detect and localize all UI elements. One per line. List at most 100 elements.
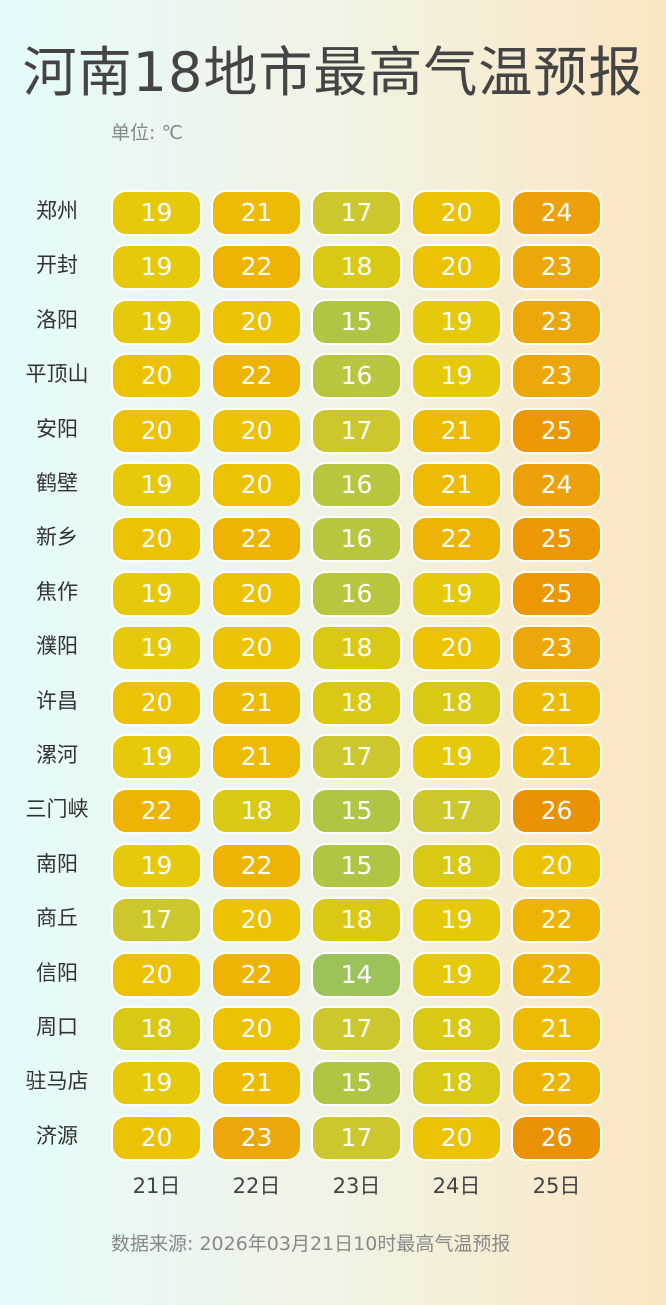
temperature-cell: 25 [511,516,602,563]
temperature-cell: 18 [311,244,402,291]
city-label: 南阳 [36,851,78,876]
temperature-cell: 21 [211,190,302,236]
temperature-cell: 20 [111,407,202,454]
temperature-cell: 17 [311,1006,402,1052]
temperature-cell: 20 [411,190,502,236]
temperature-cell: 24 [511,190,602,236]
city-label: 周口 [36,1015,78,1039]
temperature-cell: 20 [211,407,302,454]
city-label: 焦作 [36,579,78,604]
data-source-note: 数据来源: 2026年03月21日10时最高气温预报 [111,1233,511,1255]
temperature-cell: 21 [511,1006,602,1052]
temperature-cell: 20 [111,679,202,726]
city-label: 漯河 [36,743,78,767]
temperature-cell: 20 [211,1006,302,1052]
temperature-cell: 20 [111,516,202,563]
temperature-cell: 22 [211,951,302,998]
temperature-cell: 22 [111,788,202,835]
temperature-cell: 19 [111,625,202,672]
temperature-cell: 19 [111,1060,202,1107]
temperature-cell: 21 [211,1060,302,1107]
temperature-cell: 19 [111,190,202,236]
temperature-cell: 17 [311,1114,402,1161]
temperature-cell: 21 [411,462,502,508]
temperature-cell: 25 [511,570,602,617]
day-label: 25日 [532,1174,581,1198]
temperature-cell: 22 [411,516,502,563]
temperature-cell: 20 [411,1114,502,1161]
city-label: 濮阳 [36,634,78,659]
temperature-cell: 21 [511,679,602,726]
temperature-cell: 23 [511,244,602,291]
city-label: 济源 [36,1123,78,1148]
temperature-cell: 20 [111,353,202,400]
temperature-cell: 21 [511,734,602,780]
temperature-cell: 19 [411,951,502,998]
temperature-cell: 21 [211,679,302,726]
city-label: 三门峡 [25,797,89,822]
temperature-cell: 22 [511,897,602,944]
temperature-cell: 20 [211,897,302,944]
temperature-cell: 18 [311,679,402,726]
temperature-cell: 15 [311,1060,402,1107]
temperature-cell: 20 [411,244,502,291]
city-label: 驻马店 [25,1069,89,1094]
temperature-cell: 18 [311,625,402,672]
temperature-cell: 18 [411,842,502,889]
temperature-cell: 18 [311,897,402,944]
temperature-cell: 15 [311,298,402,345]
city-label: 鹤壁 [36,471,78,495]
temperature-cell: 19 [411,734,502,780]
temperature-cell: 26 [511,1114,602,1161]
temperature-cell: 18 [111,1006,202,1052]
temperature-cell: 18 [211,788,302,835]
temperature-cell: 19 [111,842,202,889]
temperature-cell: 26 [511,788,602,835]
temperature-cell: 22 [511,1060,602,1107]
temperature-cell: 19 [411,298,502,345]
temperature-cell: 15 [311,788,402,835]
temperature-cell: 18 [411,1060,502,1107]
day-label: 23日 [332,1174,381,1198]
day-label: 22日 [232,1174,281,1198]
temperature-cell: 21 [211,734,302,780]
temperature-cell: 20 [211,298,302,345]
temperature-cell: 19 [111,462,202,508]
day-label: 24日 [432,1174,481,1198]
city-label: 郑州 [36,199,78,223]
temperature-cell: 20 [211,462,302,508]
temperature-cell: 19 [411,353,502,400]
temperature-cell: 17 [311,407,402,454]
temperature-cell: 20 [111,1114,202,1161]
city-label: 平顶山 [25,362,89,387]
temperature-cell: 19 [411,570,502,617]
temperature-cell: 16 [311,353,402,400]
unit-label: 单位: ℃ [111,122,183,144]
temperature-cell: 22 [211,244,302,291]
temperature-cell: 23 [211,1114,302,1161]
temperature-cell: 16 [311,516,402,563]
temperature-cell: 22 [211,842,302,889]
temperature-cell: 23 [511,625,602,672]
temperature-cell: 14 [311,951,402,998]
temperature-cell: 21 [411,407,502,454]
temperature-cell: 19 [411,897,502,944]
page-title: 河南18地市最高气温预报 [22,41,644,104]
temperature-cell: 24 [511,462,602,508]
city-label: 许昌 [36,688,78,713]
temperature-cell: 16 [311,570,402,617]
temperature-cell: 15 [311,842,402,889]
city-label: 开封 [36,253,78,278]
temperature-cell: 17 [411,788,502,835]
temperature-cell: 17 [111,897,202,944]
temperature-cell: 20 [511,842,602,889]
temperature-cell: 23 [511,353,602,400]
temperature-cell: 22 [211,516,302,563]
temperature-cell: 18 [411,1006,502,1052]
temperature-cell: 22 [511,951,602,998]
temperature-cell: 19 [111,570,202,617]
temperature-cell: 25 [511,407,602,454]
temperature-cell: 19 [111,298,202,345]
city-label: 安阳 [36,416,78,441]
